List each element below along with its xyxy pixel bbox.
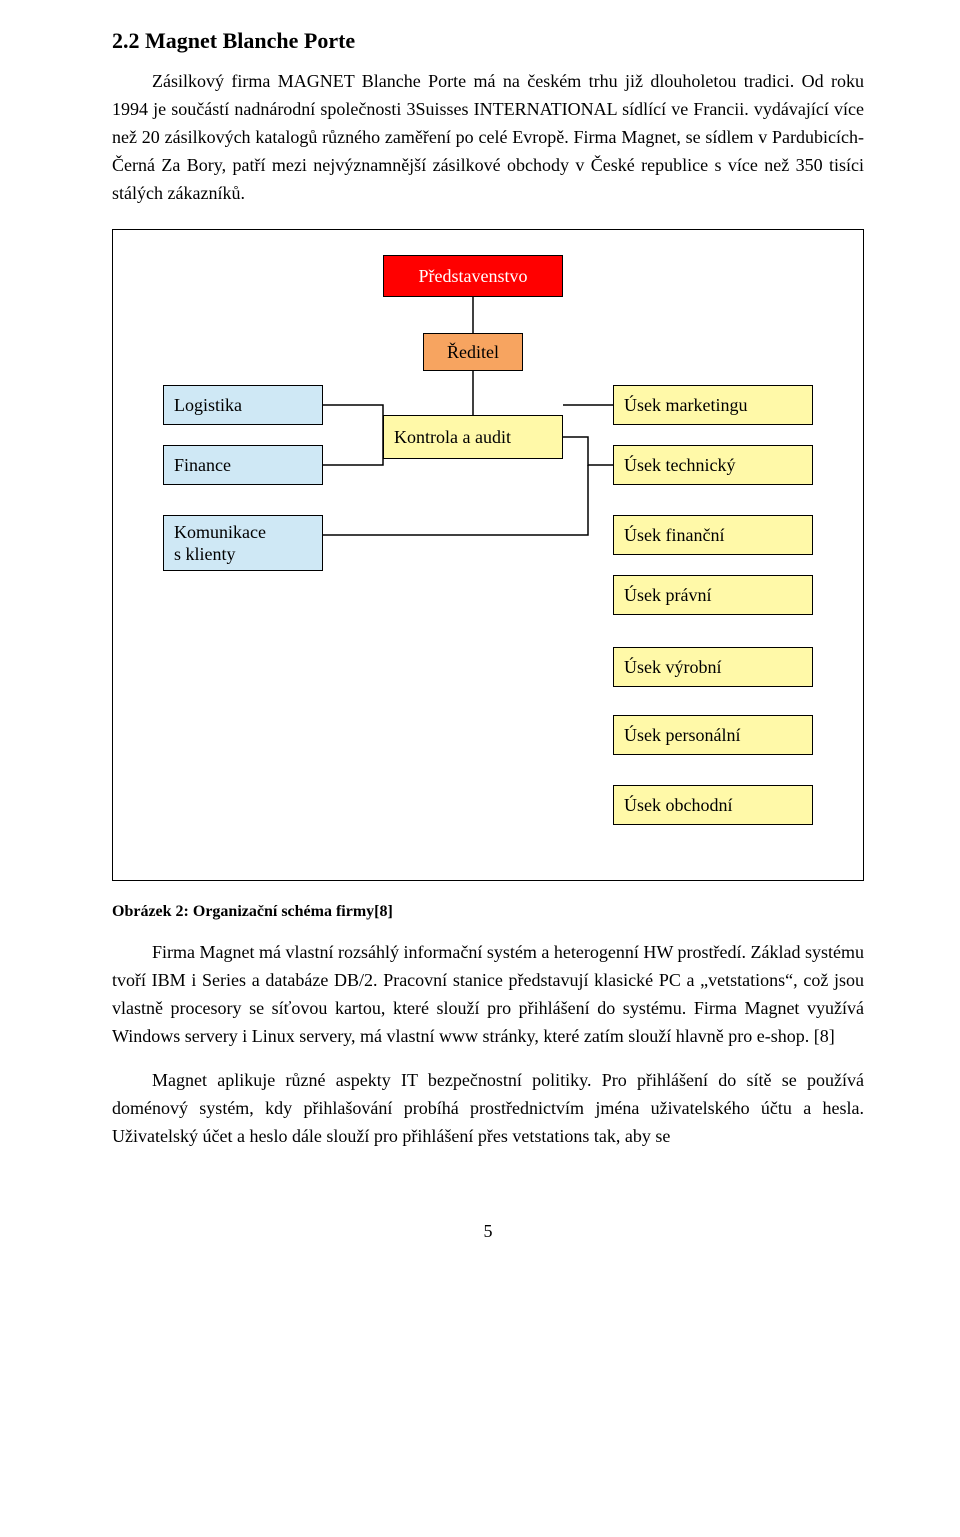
section-heading: 2.2 Magnet Blanche Porte — [112, 28, 864, 54]
paragraph-1: Zásilkový firma MAGNET Blanche Porte má … — [112, 68, 864, 207]
page: 2.2 Magnet Blanche Porte Zásilkový firma… — [0, 0, 960, 1537]
org-node-reditel: Ředitel — [423, 333, 523, 371]
paragraph-3: Magnet aplikuje různé aspekty IT bezpečn… — [112, 1067, 864, 1151]
org-node-technicky: Úsek technický — [613, 445, 813, 485]
org-chart-container: Představenstvo Ředitel Logistika Finance Kon… — [112, 229, 864, 881]
paragraph-2: Firma Magnet má vlastní rozsáhlý informa… — [112, 939, 864, 1051]
org-node-personalni: Úsek personální — [613, 715, 813, 755]
org-node-financni: Úsek finanční — [613, 515, 813, 555]
org-chart: Představenstvo Ředitel Logistika Finance Kon… — [143, 255, 833, 855]
org-node-marketing: Úsek marketingu — [613, 385, 813, 425]
org-node-komunikace: Komunikace s klienty — [163, 515, 323, 571]
figure-caption: Obrázek 2: Organizační schéma firmy[8] — [112, 903, 864, 921]
org-node-logistika: Logistika — [163, 385, 323, 425]
page-number: 5 — [112, 1221, 864, 1242]
org-node-predstavenstvo: Představenstvo — [383, 255, 563, 297]
org-node-vyrobni: Úsek výrobní — [613, 647, 813, 687]
org-node-finance: Finance — [163, 445, 323, 485]
org-node-kontrola: Kontrola a audit — [383, 415, 563, 459]
org-node-obchodni: Úsek obchodní — [613, 785, 813, 825]
org-node-pravni: Úsek právní — [613, 575, 813, 615]
